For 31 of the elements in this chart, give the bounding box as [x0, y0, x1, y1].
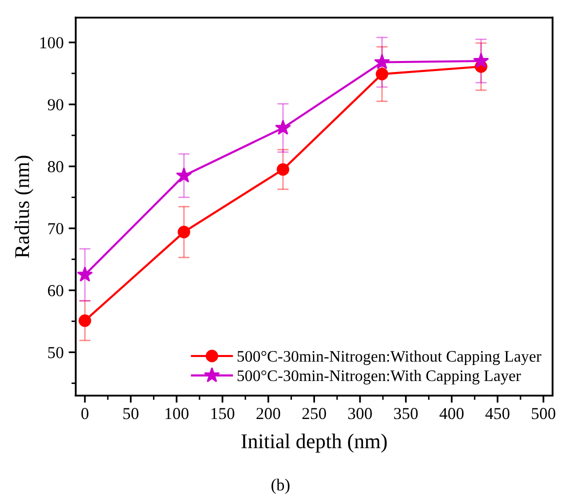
x-axis-title: Initial depth (nm): [241, 434, 387, 453]
y-tick-label: 50: [48, 346, 64, 358]
x-tick-label: 250: [302, 408, 326, 420]
x-tick-label: 400: [440, 408, 464, 420]
legend-label: 500°C-30min-Nitrogen:Without Capping Layer: [238, 350, 542, 366]
y-tick-label: 80: [48, 161, 64, 172]
x-tick-label: 100: [166, 408, 188, 420]
point: [374, 54, 390, 70]
legend-label: 500°C-30min-Nitrogen:With Capping Layer: [238, 370, 521, 384]
x-tick-label: 50: [123, 408, 138, 420]
y-tick-label: 60: [48, 284, 64, 296]
point: [178, 226, 190, 238]
point: [76, 266, 93, 282]
y-tick-label: 100: [40, 37, 64, 48]
point: [376, 68, 388, 80]
x-tick-label: 150: [211, 408, 234, 420]
text: (b): [272, 478, 290, 494]
point: [275, 120, 291, 135]
point: [176, 167, 192, 183]
x-tick-label: 450: [485, 408, 510, 420]
point: [473, 52, 490, 68]
x-tick-label: 500: [532, 408, 556, 420]
point: [78, 314, 92, 327]
y-tick-label: 90: [48, 99, 64, 110]
x-tick-label: 0: [81, 408, 88, 420]
x-tick-label: 200: [256, 408, 280, 420]
x-tick-label: 300: [348, 408, 372, 420]
point: [276, 163, 290, 176]
y-axis-title: Radius (nm): [14, 156, 34, 258]
y-tick-label: 70: [48, 223, 64, 234]
x-tick-label: 350: [394, 408, 418, 420]
